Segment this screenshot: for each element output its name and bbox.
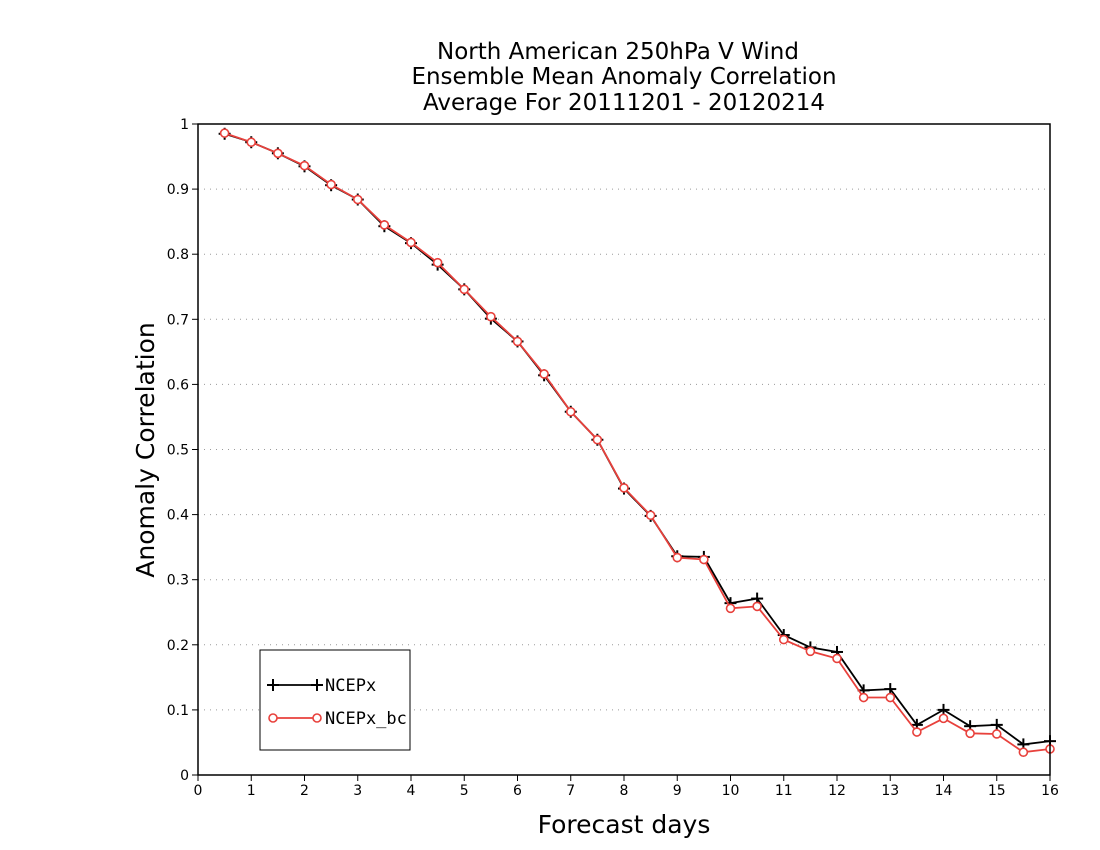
legend-label: NCEPx — [325, 676, 376, 696]
y-tick-label: 0.9 — [167, 182, 189, 198]
axis-ticks: 00.10.20.30.40.50.60.70.80.910 1 2 3 4 5 6 7 8 9 1… — [167, 117, 1059, 799]
y-tick-label: 0.5 — [167, 443, 189, 459]
data-point — [778, 634, 789, 645]
title-line-2: Ensemble Mean Anomaly Correlation — [411, 64, 836, 90]
data-point — [699, 554, 709, 565]
legend-label: NCEPx_bc — [325, 709, 407, 729]
y-tick-label: 0.8 — [167, 247, 189, 263]
x-tick-label: 5 — [460, 783, 469, 799]
legend: NCEPx NCEPx_bc — [259, 649, 411, 751]
x-tick-label: 9 — [673, 783, 682, 799]
x-tick-label: 8 — [620, 783, 629, 799]
data-point — [219, 128, 230, 138]
data-point — [912, 727, 922, 737]
x-tick-label: 12 — [828, 783, 846, 799]
y-tick-label: 0.2 — [167, 638, 189, 654]
data-point — [965, 728, 975, 739]
y-tick-label: 1 — [180, 117, 189, 133]
data-point — [592, 434, 603, 445]
x-tick-label: 16 — [1041, 783, 1059, 799]
x-tick-label: 15 — [988, 783, 1006, 799]
data-point — [565, 406, 576, 417]
x-tick-label: 4 — [407, 783, 416, 799]
data-point — [379, 220, 390, 230]
data-point — [805, 646, 816, 657]
legend-entry: NCEPx — [267, 676, 376, 696]
x-tick-label: 1 — [247, 783, 256, 799]
x-axis-label: Forecast days — [538, 810, 711, 839]
y-tick-label: 0.3 — [167, 573, 189, 589]
data-point — [725, 603, 736, 614]
data-point — [885, 692, 896, 703]
data-point — [512, 336, 523, 347]
grid-lines — [198, 188, 1050, 711]
data-point — [273, 148, 283, 159]
data-point — [486, 311, 496, 322]
title-line-3: Average For 20111201 - 20120214 — [423, 90, 825, 116]
x-tick-label: 10 — [722, 783, 740, 799]
x-tick-label: 7 — [566, 783, 575, 799]
y-tick-label: 0.6 — [167, 377, 189, 393]
data-point — [672, 552, 683, 563]
x-tick-label: 11 — [775, 783, 793, 799]
data-point — [619, 483, 629, 493]
legend-entry: NCEPx_bc — [268, 709, 407, 729]
x-tick-label: 0 — [194, 783, 203, 799]
y-tick-label: 0.4 — [167, 508, 189, 524]
data-point — [990, 718, 1003, 731]
series-group — [218, 127, 1056, 758]
data-point — [1018, 747, 1029, 758]
data-point — [991, 729, 1002, 739]
series-ncepx-bc — [219, 128, 1055, 758]
data-point — [539, 369, 549, 379]
data-point — [406, 237, 416, 248]
y-tick-label: 0 — [180, 768, 189, 784]
data-point — [326, 179, 336, 190]
legend-box — [259, 649, 411, 751]
y-tick-label: 0.1 — [167, 703, 189, 719]
legend-marker — [268, 713, 278, 723]
data-point — [858, 692, 869, 703]
x-tick-label: 13 — [881, 783, 899, 799]
data-point — [246, 137, 257, 148]
legend-marker — [311, 679, 323, 691]
x-tick-label: 3 — [353, 783, 362, 799]
y-tick-label: 0.7 — [167, 312, 189, 328]
data-point — [832, 653, 842, 664]
data-point — [645, 510, 656, 521]
data-point — [459, 284, 470, 295]
y-axis-label: Anomaly Correlation — [131, 322, 160, 577]
data-point — [352, 194, 363, 205]
data-point — [299, 160, 310, 171]
data-point — [432, 257, 443, 268]
data-point — [938, 713, 949, 724]
chart-title: North American 250hPa V Wind Ensemble Me… — [411, 39, 836, 116]
title-line-1: North American 250hPa V Wind — [437, 39, 799, 65]
series-line — [224, 132, 1051, 754]
x-tick-label: 2 — [300, 783, 309, 799]
legend-marker — [312, 713, 322, 723]
x-tick-label: 6 — [513, 783, 522, 799]
data-point — [752, 601, 762, 612]
x-tick-label: 14 — [935, 783, 953, 799]
legend-marker — [267, 679, 279, 691]
